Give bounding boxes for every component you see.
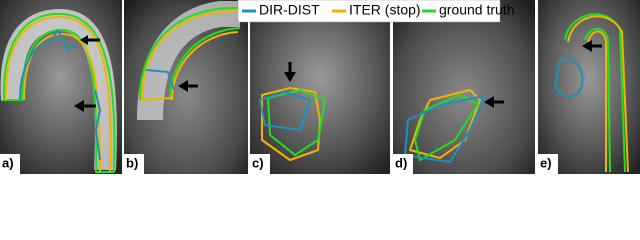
legend: DIR-DIST ITER (stop) ground truth <box>237 0 515 23</box>
panel-label: b) <box>126 155 138 170</box>
panel-labels: a) b) c) d) e) <box>0 154 558 174</box>
panel-label: e) <box>540 155 552 170</box>
panel-d <box>393 0 535 174</box>
panel-b <box>124 0 248 174</box>
panel-label: d) <box>395 155 407 170</box>
figure: DIR-DIST ITER (stop) ground truth a) b) … <box>0 0 640 174</box>
panel-c <box>250 0 390 174</box>
legend-label: DIR-DIST <box>259 2 320 18</box>
panel-label: c) <box>252 155 264 170</box>
panel-e <box>538 0 640 174</box>
legend-label: ground truth <box>439 2 515 18</box>
panel-label: a) <box>2 155 14 170</box>
panel-a <box>0 0 122 174</box>
legend-label: ITER (stop) <box>349 2 421 18</box>
